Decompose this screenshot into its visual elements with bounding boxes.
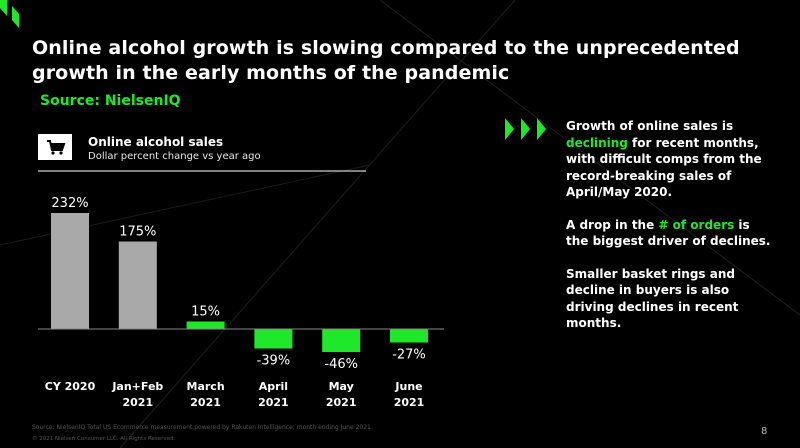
value-label-1: 232% — [51, 196, 88, 211]
triple-chevron-right-icon — [505, 118, 546, 140]
bar-1 — [51, 213, 89, 329]
bar-5 — [322, 329, 361, 352]
insight-2-text-end: is the biggest driver of declines. — [566, 217, 771, 249]
bar-3 — [186, 321, 225, 329]
category-label-3: March 2021 — [186, 380, 225, 409]
insight-2-text: A drop in the — [566, 217, 659, 232]
shopping-cart-icon — [47, 140, 66, 155]
insight-bullets: Growth of online sales is declining for … — [566, 118, 776, 348]
insight-1-text-end: for recent months, with difficult comps … — [566, 135, 762, 200]
value-label-6: -27% — [392, 348, 426, 363]
category-label-2: Jan+Feb 2021 — [112, 380, 164, 409]
insight-2-highlight: # of orders — [658, 217, 735, 232]
chart-title: Online alcohol sales — [88, 135, 224, 149]
bar-4 — [254, 329, 293, 349]
insight-3: Smaller basket rings and decline in buye… — [566, 266, 776, 332]
brand-logo-mark — [0, 0, 19, 28]
insight-2: A drop in the # of orders is the biggest… — [566, 217, 776, 250]
source-label: Source: NielsenIQ — [40, 93, 181, 109]
insight-1-highlight: declining — [566, 135, 628, 150]
category-label-6: June 2021 — [393, 380, 425, 409]
value-label-5: -46% — [324, 357, 358, 372]
category-label-5: May 2021 — [325, 380, 357, 409]
value-label-4: -39% — [257, 354, 291, 369]
insight-1-text: Growth of online sales is — [566, 119, 734, 133]
bar-6 — [390, 329, 428, 343]
insight-1: Growth of online sales is declining for … — [566, 118, 776, 201]
chart-icon-box — [38, 134, 72, 160]
footnote: Source: NielsenIQ Total US Ecommerce mea… — [32, 424, 371, 431]
category-label-4: April 2021 — [258, 380, 289, 409]
insight-3-text: Smaller basket rings and decline in buye… — [566, 266, 739, 331]
value-label-2: 175% — [119, 225, 156, 240]
page-title: Online alcohol growth is slowing compare… — [32, 37, 740, 84]
page-number: 8 — [761, 426, 768, 437]
bar-2 — [118, 241, 157, 329]
copyright: © 2021 Nielsen Consumer LLC. All Rights … — [32, 436, 176, 442]
value-label-3: 15% — [191, 305, 220, 320]
chart-subtitle: Dollar percent change vs year ago — [88, 151, 261, 162]
category-label-1: CY 2020 — [44, 380, 96, 393]
